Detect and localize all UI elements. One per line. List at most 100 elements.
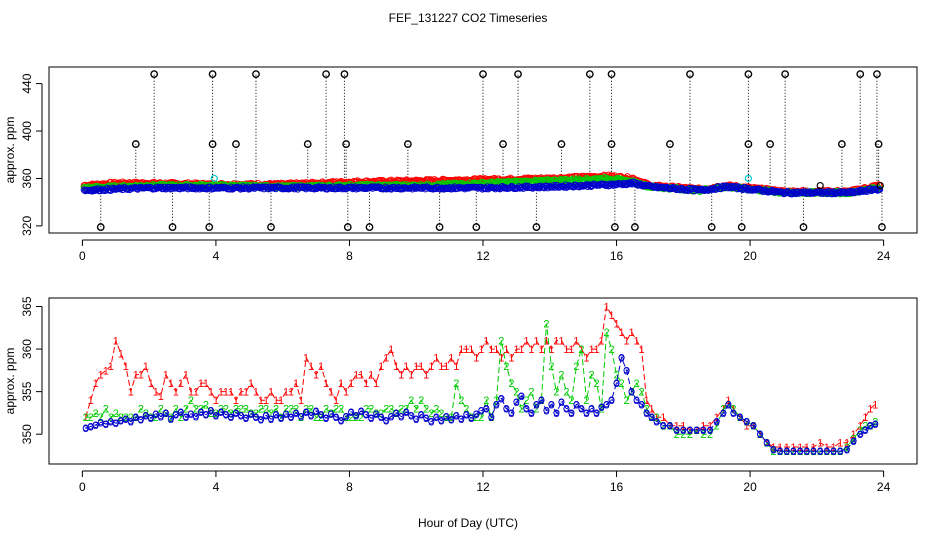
series-2-line: [85, 323, 876, 452]
series-2-label: 2: [233, 404, 239, 416]
series-3-label: 3: [568, 408, 574, 420]
flag-point-mid: [766, 140, 775, 148]
series-2-label: 2: [288, 404, 294, 416]
series-2-label: 2: [473, 412, 479, 424]
series-3-label: 3: [473, 409, 479, 421]
series-2-label: 2: [443, 412, 449, 424]
series-2-label: 2: [388, 404, 394, 416]
series-2-label: 2: [518, 404, 524, 416]
series-3-point: [857, 431, 864, 438]
series-3-label: 3: [588, 404, 594, 416]
series-1-label: 1: [639, 344, 645, 356]
series-3-label: 3: [288, 412, 294, 424]
series-1-label: 1: [573, 336, 579, 348]
series-1-label: 1: [503, 344, 509, 356]
series-2-label: 2: [268, 408, 274, 420]
series-3-point: [783, 448, 790, 455]
series-1-label: 1: [283, 387, 289, 399]
series-3-point: [660, 422, 667, 429]
series-3-label: 3: [618, 353, 624, 365]
series-3-point: [468, 414, 475, 422]
series-2-label: 2: [378, 408, 384, 420]
bottom-y-tick-label: 355: [20, 381, 34, 401]
series-3-point: [548, 401, 555, 408]
series-3-point: [343, 413, 350, 420]
series-3-label: 3: [203, 410, 209, 422]
series-3-label: 3: [804, 446, 810, 458]
series-3-point: [371, 183, 379, 191]
bottom-x-tick-label: 0: [79, 480, 86, 494]
series-1-label: 1: [707, 421, 713, 433]
series-3-point: [473, 410, 480, 417]
series-2-label: 2: [503, 361, 509, 373]
series-3-point: [122, 415, 129, 422]
series-2-label: 2: [248, 408, 254, 420]
series-2-label: 2: [368, 404, 374, 416]
series-3-point: [603, 401, 610, 408]
series-1-label: 1: [654, 412, 660, 424]
series-3-point: [458, 415, 465, 422]
series-1-label: 1: [183, 370, 189, 382]
series-3-label: 3: [138, 415, 144, 427]
top-ylabel: approx. ppm: [3, 117, 17, 184]
series-3-label: 3: [790, 446, 796, 458]
series-3-point: [528, 409, 535, 417]
series-3-point: [312, 408, 320, 415]
series-1-label: 1: [168, 378, 174, 390]
series-3-point: [648, 414, 655, 421]
series-3-point: [623, 367, 630, 374]
series-3-label: 3: [103, 419, 109, 431]
series-3-point: [398, 413, 405, 420]
series-3-label: 3: [193, 411, 199, 423]
series-3-label: 3: [168, 414, 174, 426]
series-3-label: 3: [872, 419, 878, 431]
flag-point-high: [322, 70, 330, 79]
series-1-label: 1: [777, 442, 783, 454]
flag-point-low: [610, 223, 619, 231]
series-3-label: 3: [573, 399, 579, 411]
series-3-point: [132, 414, 139, 421]
series-3-point: [338, 417, 345, 424]
series-1-label: 1: [448, 353, 454, 365]
series-3-label: 3: [213, 410, 219, 422]
series-3-point: [383, 417, 390, 424]
series-3-point: [202, 411, 210, 418]
flag-point-low: [737, 223, 746, 231]
series-3-label: 3: [378, 412, 384, 424]
series-1-label: 1: [233, 395, 239, 407]
series-3-label: 3: [88, 422, 94, 434]
series-1-label: 1: [178, 378, 184, 390]
series-2-label: 2: [318, 412, 324, 424]
series-2-label: 2: [817, 446, 823, 458]
series-3-point: [790, 448, 797, 455]
series-3-point: [186, 183, 194, 191]
series-1-label: 1: [368, 370, 374, 382]
series-2-label: 2: [777, 446, 783, 458]
bottom-x-tick-label: 4: [213, 480, 220, 494]
series-1-label: 1: [333, 395, 339, 407]
series-1-label: 1: [478, 344, 484, 356]
series-3-label: 3: [649, 412, 655, 424]
series-2-label: 2: [448, 412, 454, 424]
series-1-label: 1: [188, 387, 194, 399]
series-3-label: 3: [258, 415, 264, 427]
series-1-label: 1: [348, 378, 354, 390]
series-2-label: 2: [603, 327, 609, 339]
series-3-point: [408, 412, 415, 419]
series-3-label: 3: [523, 404, 529, 416]
series-2-label: 2: [188, 395, 194, 407]
series-2-label: 2: [674, 429, 680, 441]
series-3-point: [353, 412, 360, 419]
series-2-label: 2: [208, 408, 214, 420]
series-2-label: 2: [178, 412, 184, 424]
series-2-label: 2: [153, 412, 159, 424]
series-3-label: 3: [867, 421, 873, 433]
series-1-label: 1: [163, 370, 169, 382]
series-3-label: 3: [730, 408, 736, 420]
series-1-label: 1: [393, 361, 399, 373]
series-3-label: 3: [158, 411, 164, 423]
series-1-label: 1: [603, 302, 609, 314]
series-3-label: 3: [578, 404, 584, 416]
series-3-label: 3: [333, 412, 339, 424]
series-3-label: 3: [443, 411, 449, 423]
